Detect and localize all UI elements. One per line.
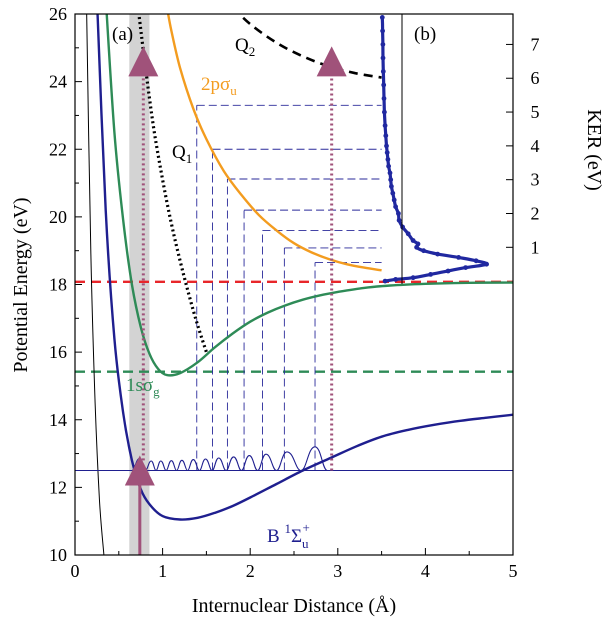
y2-axis-title: KER (eV) (583, 109, 602, 191)
ker-point (382, 123, 388, 128)
wavefunction-curve (129, 446, 328, 472)
ker-point (380, 55, 386, 61)
ker-spectrum (379, 15, 489, 284)
x-tick-label: 2 (246, 561, 255, 581)
dissociation-limits (75, 280, 513, 373)
ker-point (384, 143, 389, 149)
y2-tick-label: 3 (531, 170, 540, 190)
y2-tick-label: 7 (531, 34, 540, 54)
curve-Q2 (237, 14, 382, 79)
ker-point (384, 150, 390, 156)
ker-point (396, 217, 402, 223)
y-axis-title: Potential Energy (eV) (10, 197, 32, 372)
x-tick-label: 5 (509, 561, 518, 581)
ker-point (389, 184, 394, 189)
ker-point (435, 251, 440, 257)
ker-point (396, 211, 401, 216)
ker-point (386, 163, 391, 169)
ker-point (387, 170, 393, 176)
y-tick-label: 16 (49, 342, 67, 362)
ker-point (385, 157, 391, 162)
ker-point (393, 204, 398, 210)
transition-arrows (124, 46, 347, 555)
y-tick-label: 22 (49, 139, 67, 159)
ker-trace (380, 17, 489, 283)
x-tick-label: 3 (333, 561, 342, 581)
ker-point (379, 15, 385, 20)
projection-lines (196, 104, 382, 471)
y-tick-label: 14 (49, 410, 67, 430)
ker-point (388, 177, 394, 183)
ker-point (383, 133, 389, 139)
ker-point (380, 69, 386, 74)
ker-point (382, 278, 388, 284)
curve-sigma-g (105, 14, 513, 377)
ker-point (456, 255, 461, 260)
ker-point (391, 197, 397, 203)
y2-tick-label: 1 (531, 237, 540, 257)
ker-point (380, 42, 386, 47)
q2-label: Q2 (235, 35, 255, 59)
y2-tick-label: 2 (531, 203, 540, 223)
x-tick-label: 0 (71, 561, 80, 581)
y-tick-label: 12 (49, 477, 67, 497)
y-tick-label: 24 (49, 72, 67, 92)
sigma-u-label: 2pσu (201, 74, 237, 98)
potential-curves (86, 14, 513, 555)
y-tick-label: 20 (49, 207, 67, 227)
x-axis-title: Internuclear Distance (Å) (192, 595, 396, 617)
y-tick-label: 26 (49, 4, 67, 24)
ker-point (381, 96, 387, 101)
ker-point (473, 258, 479, 264)
y-tick-label: 18 (49, 275, 67, 295)
y2-tick-label: 5 (531, 102, 540, 122)
x-tick-label: 4 (421, 561, 430, 581)
q1-label: Q1 (172, 142, 192, 166)
ker-point (405, 231, 411, 237)
ker-point (400, 224, 405, 230)
curve-inner-wall (86, 14, 105, 555)
y-tick-label: 10 (49, 545, 67, 565)
ker-point (410, 275, 416, 281)
x-tick-label: 1 (158, 561, 167, 581)
y2-tick-label: 6 (531, 68, 540, 88)
sigma-g-label: 1sσg (126, 375, 160, 399)
ker-point (445, 268, 451, 274)
ker-point (380, 28, 385, 34)
ker-point (415, 241, 421, 247)
curve-B-state (96, 14, 513, 521)
ker-point (382, 109, 387, 115)
ker-point (484, 261, 489, 267)
ker-point (393, 277, 398, 282)
ker-point (463, 265, 468, 270)
curve-sigma-u (166, 14, 382, 272)
ker-point (410, 238, 416, 243)
panel-a-label: (a) (112, 24, 133, 45)
ker-point (428, 272, 433, 277)
ker-point (421, 248, 426, 254)
y2-tick-label: 4 (531, 136, 540, 156)
curve-Q1 (137, 14, 208, 353)
ker-point (381, 82, 387, 88)
panel-b-label: (b) (414, 24, 436, 45)
ker-point (390, 190, 396, 196)
b-state-label: B 1Σu+ (267, 520, 310, 551)
